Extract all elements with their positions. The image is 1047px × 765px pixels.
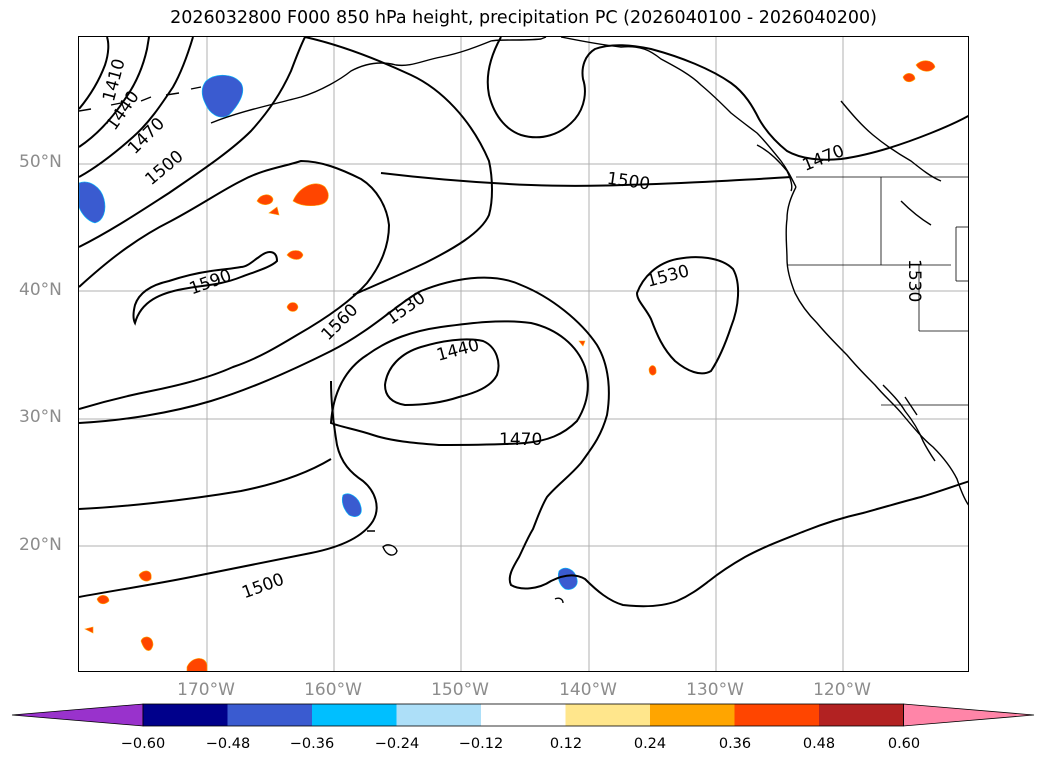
neg-blob-hawaii [557, 567, 578, 590]
colorbar-tick-4: −0.24 [374, 736, 420, 752]
pos-blob-ne-small [902, 73, 916, 83]
contour-label-1530-east: 1530 [645, 261, 692, 292]
rockies-region [840, 100, 942, 226]
colorbar-cell [396, 704, 482, 726]
lon-label-170w: 170°W [177, 680, 235, 700]
contour-1500-ne [486, 37, 968, 161]
lon-label-160w: 160°W [304, 680, 362, 700]
colorbar-outline [142, 703, 904, 727]
pos-blob-ne-corner [915, 60, 936, 72]
pos-blob-central-small [578, 340, 586, 347]
pos-blob-sw-1 [138, 570, 152, 582]
baja-peninsula [882, 384, 936, 462]
lon-label-120w: 120°W [813, 680, 871, 700]
pos-blob-2 [256, 194, 274, 205]
contour-label-1500-nw: 1500 [142, 147, 188, 190]
colorbar-cell [481, 704, 566, 726]
colorbar-cell [819, 704, 904, 726]
map-panel[interactable]: 1410 1440 1470 1500 1590 1560 1530 1500 … [78, 36, 969, 672]
contour-1500-nw-ext [304, 37, 493, 296]
contour-label-1470-ne: 1470 [800, 141, 848, 176]
contour-1440 [79, 37, 150, 148]
vancouver-island [756, 144, 793, 192]
lat-label-30n: 30°N [19, 407, 62, 427]
colorbar-tick-8: 0.36 [718, 736, 752, 752]
contour-label-1470-inner: 1470 [499, 430, 542, 450]
lat-label-50n: 50°N [19, 152, 62, 172]
contour-label-1530-inland: 1530 [904, 259, 924, 302]
hawaii-islands [367, 530, 564, 604]
pos-blob-1 [292, 183, 329, 207]
colorbar-tick-3: −0.36 [289, 736, 335, 752]
colorbar-cell [650, 704, 735, 726]
contour-1590 [132, 251, 279, 326]
contour-1500-nw [79, 37, 306, 248]
contour-label-1500-mid: 1500 [606, 169, 652, 195]
colorbar-tick-1: −0.60 [120, 736, 166, 752]
contour-1530-main [79, 276, 968, 608]
colorbar-extend-max [903, 703, 1035, 727]
contour-label-1470: 1470 [124, 114, 169, 159]
contour-label-group: 1410 1440 1470 1500 1590 1560 1530 1500 … [99, 57, 924, 604]
colorbar-tick-6: 0.12 [549, 736, 583, 752]
pos-blob-sw-3 [140, 636, 154, 651]
pos-blob-3 [268, 206, 280, 216]
contour-1500-sw [79, 380, 378, 598]
height-contours [79, 37, 968, 608]
contour-1500-mid [380, 172, 792, 187]
contour-1560 [79, 159, 391, 410]
contour-1440-low [383, 338, 500, 407]
pos-blob-central-e [648, 365, 657, 376]
pos-blob-5 [286, 302, 299, 312]
colorbar-tick-2: −0.48 [205, 736, 251, 752]
contour-1530-east [635, 256, 739, 375]
west-coast [785, 186, 968, 506]
neg-blob-central [341, 493, 362, 517]
pos-blob-sw-4 [186, 658, 208, 671]
lon-label-140w: 140°W [559, 680, 617, 700]
neg-blob-west-edge [79, 181, 106, 224]
colorbar [11, 703, 1035, 727]
colorbar-cells [11, 703, 1035, 727]
contour-label-1530-main: 1530 [382, 288, 429, 329]
colorbar-cell [312, 704, 397, 726]
colorbar-tick-10: 0.60 [887, 736, 921, 752]
colorbar-cell [227, 704, 313, 726]
lon-label-150w: 150°W [431, 680, 489, 700]
contour-label-1500-sw: 1500 [239, 570, 286, 604]
colorbar-cell [734, 704, 820, 726]
aleutian-chain [79, 86, 202, 112]
lon-label-130w: 130°W [686, 680, 744, 700]
coastlines [79, 37, 968, 604]
pos-blob-sw-2 [96, 595, 110, 605]
contour-label-1440-low: 1440 [435, 335, 482, 366]
colorbar-cell [565, 704, 651, 726]
colorbar-extend-min [11, 703, 144, 727]
alaska-coast [210, 37, 797, 188]
colorbar-cell [143, 704, 228, 726]
contour-1470 [79, 37, 194, 178]
lat-label-40n: 40°N [19, 280, 62, 300]
neg-blob-aleutian [201, 74, 244, 118]
contour-1500-south [79, 458, 332, 510]
map-canvas: 1410 1440 1470 1500 1590 1560 1530 1500 … [79, 37, 968, 671]
colorbar-tick-5: −0.12 [458, 736, 504, 752]
contour-1530-inner [329, 320, 589, 447]
colorbar-tick-7: 0.24 [633, 736, 667, 752]
contour-1410 [79, 37, 110, 110]
political-borders [787, 176, 968, 406]
pos-blob-4 [286, 250, 304, 260]
graticule [79, 37, 968, 671]
lat-label-20n: 20°N [19, 535, 62, 555]
precip-anomalies [79, 60, 936, 671]
colorbar-tick-9: 0.48 [802, 736, 836, 752]
map-title: 2026032800 F000 850 hPa height, precipit… [170, 8, 877, 28]
pos-blob-sw-5 [84, 626, 94, 634]
